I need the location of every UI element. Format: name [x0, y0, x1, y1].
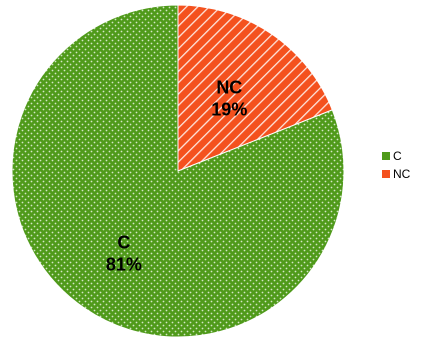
legend-swatch-nc: [382, 170, 390, 178]
pie-slices: [11, 4, 345, 338]
slice-label-name-nc: NC: [216, 77, 242, 97]
slice-label-value-nc: 19%: [211, 99, 247, 119]
pie-slice-nc: [177, 4, 333, 172]
legend-swatch-c: [382, 152, 390, 160]
legend-label-nc: NC: [393, 167, 411, 181]
slice-label-name-c: C: [117, 233, 130, 253]
slice-label-value-c: 81%: [106, 255, 142, 275]
legend-item-nc: NC: [382, 166, 410, 182]
pie-slice-c: [11, 4, 345, 338]
legend-label-c: C: [393, 149, 402, 163]
legend-item-c: C: [382, 148, 410, 164]
legend: C NC: [382, 148, 410, 184]
